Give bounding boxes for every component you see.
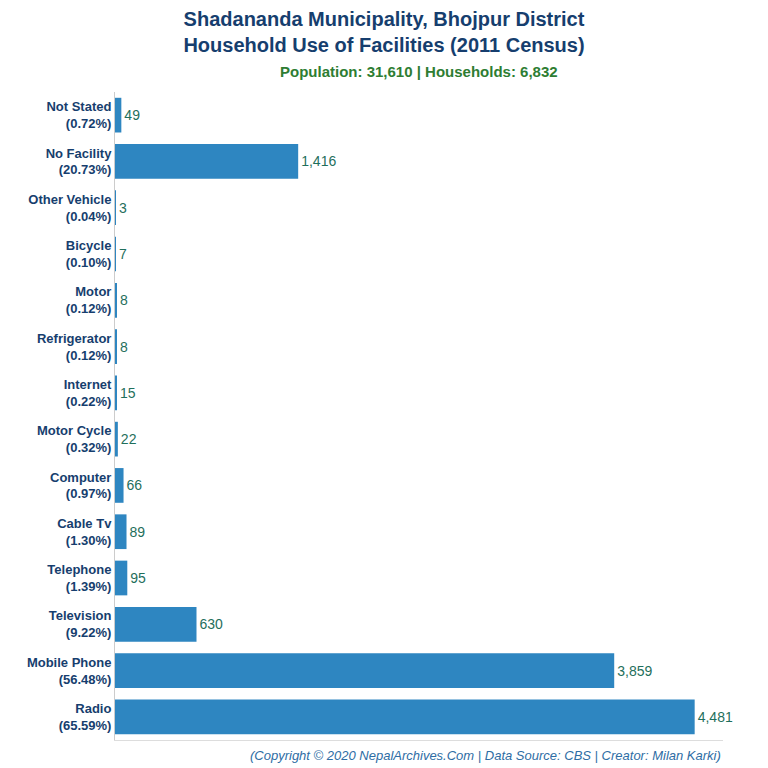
svg-text:49: 49 (124, 107, 140, 123)
svg-text:15: 15 (120, 385, 136, 401)
svg-text:Mobile Phone(56.48%): Mobile Phone(56.48%) (27, 655, 112, 687)
svg-text:Motor(0.12%): Motor(0.12%) (66, 284, 112, 316)
svg-text:Not Stated(0.72%): Not Stated(0.72%) (46, 99, 111, 131)
svg-text:8: 8 (120, 292, 128, 308)
svg-text:7: 7 (119, 246, 127, 262)
svg-text:Television(9.22%): Television(9.22%) (49, 608, 112, 640)
svg-text:Telephone(1.39%): Telephone(1.39%) (47, 562, 111, 594)
svg-text:3: 3 (119, 200, 127, 216)
svg-text:630: 630 (200, 616, 224, 632)
svg-text:8: 8 (120, 339, 128, 355)
svg-text:66: 66 (127, 477, 143, 493)
svg-text:No Facility(20.73%): No Facility(20.73%) (46, 146, 113, 178)
svg-text:Refrigerator(0.12%): Refrigerator(0.12%) (37, 331, 111, 363)
svg-text:Cable Tv(1.30%): Cable Tv(1.30%) (57, 516, 112, 548)
svg-text:Computer(0.97%): Computer(0.97%) (50, 470, 111, 502)
svg-text:3,859: 3,859 (617, 663, 652, 679)
svg-text:22: 22 (121, 431, 137, 447)
svg-text:(Copyright © 2020 NepalArchive: (Copyright © 2020 NepalArchives.Com | Da… (250, 748, 721, 763)
svg-text:Motor Cycle(0.32%): Motor Cycle(0.32%) (37, 423, 111, 455)
svg-text:Shadananda Municipality, Bhojp: Shadananda Municipality, Bhojpur Distric… (183, 8, 584, 56)
svg-text:4,481: 4,481 (698, 709, 733, 725)
svg-text:Other Vehicle(0.04%): Other Vehicle(0.04%) (28, 192, 111, 224)
svg-text:Population: 31,610 | Household: Population: 31,610 | Households: 6,832 (280, 63, 558, 80)
svg-text:1,416: 1,416 (301, 153, 336, 169)
svg-text:95: 95 (130, 570, 146, 586)
svg-text:Internet(0.22%): Internet(0.22%) (64, 377, 112, 409)
svg-text:Bicycle(0.10%): Bicycle(0.10%) (66, 238, 112, 270)
svg-text:Radio(65.59%): Radio(65.59%) (59, 701, 112, 733)
svg-text:89: 89 (130, 524, 146, 540)
